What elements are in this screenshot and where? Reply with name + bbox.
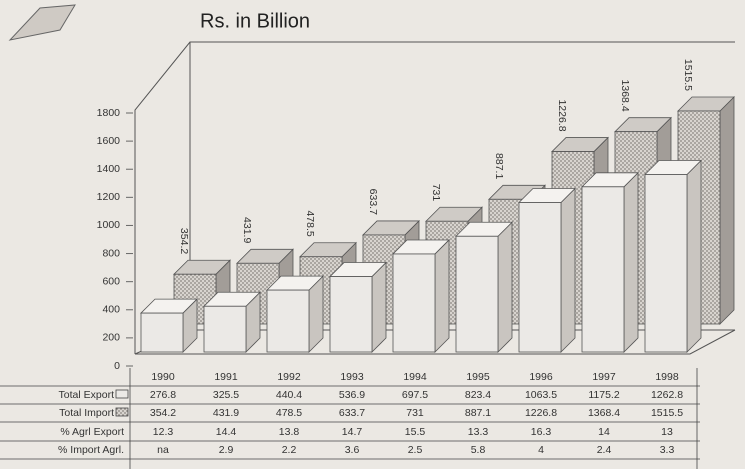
bar-side [372,263,386,352]
x-tick-label: 1995 [466,371,490,383]
table-cell: 1175.2 [588,389,619,401]
bar [330,277,372,352]
bar [582,187,624,352]
table-cell: 478.5 [276,407,302,419]
bar [267,290,309,352]
table-cell: 440.4 [276,389,302,401]
table-cell: 536.9 [339,389,365,401]
table-cell: 15.5 [405,426,426,438]
table-cell: 1063.5 [525,389,557,401]
table-cell: 2.4 [597,444,612,456]
table-cell: 354.2 [150,407,176,419]
bar-side [624,173,638,352]
legend-swatch [116,390,128,398]
x-tick-label: 1994 [403,371,427,383]
table-cell: 14.7 [342,426,363,438]
bar-side [720,97,734,324]
row-label: % Agrl Export [60,426,124,438]
table-cell: 14.4 [216,426,237,438]
table-cell: 431.9 [213,407,239,419]
table-cell: 1515.5 [651,407,683,419]
x-tick-label: 1990 [151,371,175,383]
table-cell: 325.5 [213,389,239,401]
y-tick-label: 1400 [97,163,121,175]
data-label: 731 [430,184,442,202]
table-cell: 887.1 [465,407,491,419]
table-cell: 1368.4 [588,407,620,419]
table-cell: 13 [661,426,673,438]
table-cell: 2.9 [219,444,234,456]
table-cell: 3.3 [660,444,675,456]
bar [519,203,561,352]
row-label: % Import Agrl. [58,444,124,456]
y-tick-label: 600 [102,275,120,287]
table-cell: 13.8 [279,426,300,438]
bar [141,313,183,352]
y-tick-label: 1200 [97,191,121,203]
table-cell: 14 [598,426,610,438]
legend-label: Total Import [59,407,114,419]
table-cell: 3.6 [345,444,360,456]
y-tick-label: 1000 [97,219,121,231]
table-cell: 12.3 [153,426,174,438]
bar-side [498,222,512,352]
table-cell: 1226.8 [525,407,557,419]
table-cell: 633.7 [339,407,365,419]
y-tick-label: 1800 [97,107,121,119]
table-cell: 276.8 [150,389,176,401]
bar [204,306,246,352]
y-tick-label: 800 [102,247,120,259]
x-tick-label: 1992 [277,371,301,383]
bar [456,236,498,352]
legend-swatch [116,408,128,416]
data-label: 1515.5 [682,59,694,91]
data-label: 431.9 [241,217,253,243]
table-cell: 2.2 [282,444,297,456]
legend-label: Total Export [59,389,115,401]
y-tick-label: 400 [102,304,120,316]
y-tick-label: 200 [102,332,120,344]
table-cell: 2.5 [408,444,423,456]
bar [393,254,435,352]
x-tick-label: 1991 [214,371,238,383]
logo-decoration [10,5,75,40]
table-cell: 697.5 [402,389,428,401]
y-tick-label: 1600 [97,135,121,147]
data-label: 887.1 [493,153,505,179]
bar-side [687,161,701,352]
table-cell: 823.4 [465,389,491,401]
bar-side [435,240,449,352]
x-tick-label: 1997 [592,371,616,383]
data-label: 478.5 [304,210,316,236]
table-cell: 16.3 [531,426,552,438]
bar [645,175,687,352]
y-tick-label: 0 [114,360,120,372]
x-tick-label: 1996 [529,371,553,383]
data-label: 1226.8 [556,99,568,131]
table-cell: 731 [406,407,424,419]
data-label: 354.2 [178,228,190,254]
table-cell: 13.3 [468,426,489,438]
table-cell: 4 [538,444,544,456]
chart-title: Rs. in Billion [200,10,310,32]
data-label: 633.7 [367,189,379,215]
data-label: 1368.4 [619,80,631,112]
table-cell: 5.8 [471,444,486,456]
bar-side [561,189,575,352]
table-cell: na [157,444,169,456]
x-tick-label: 1998 [655,371,679,383]
x-tick-label: 1993 [340,371,364,383]
table-cell: 1262.8 [651,389,683,401]
chart: Rs. in Billion 0 200 400 600 800 1000 1200 1400… [0,0,745,469]
